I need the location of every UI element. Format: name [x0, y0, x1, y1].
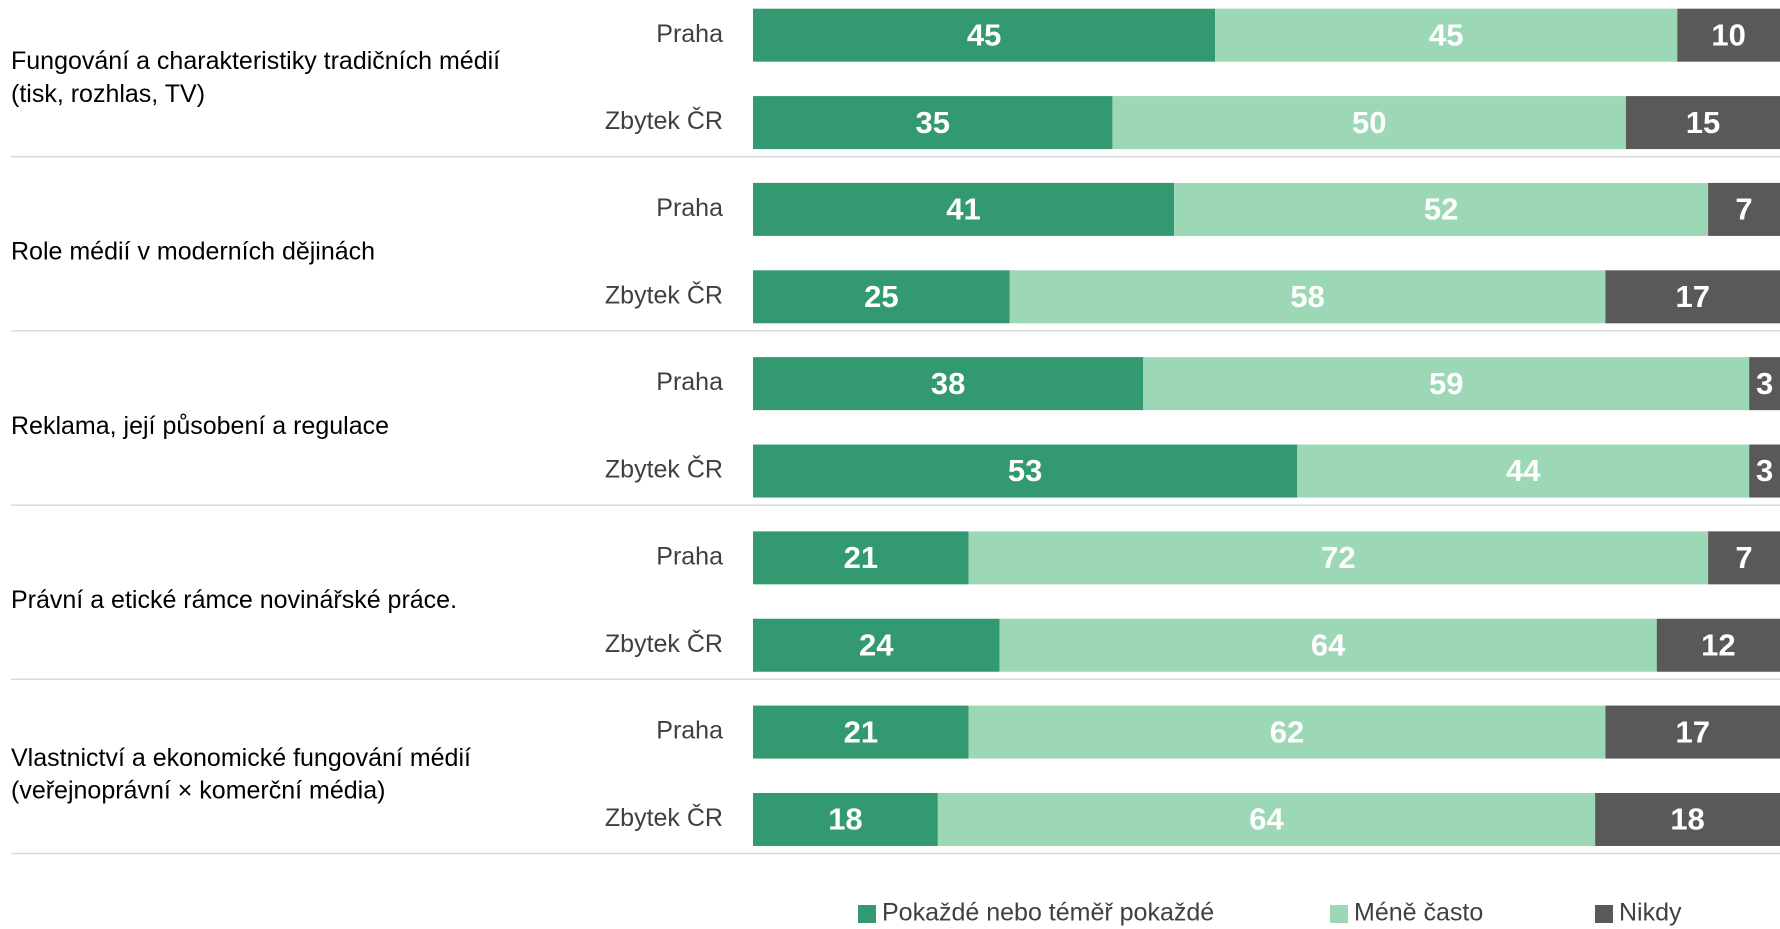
- value-label: 50: [1352, 105, 1386, 140]
- value-label: 21: [844, 714, 878, 749]
- value-label: 24: [859, 627, 894, 662]
- legend-swatch: [858, 905, 876, 923]
- value-label: 7: [1735, 540, 1752, 575]
- bar-segment: [1143, 357, 1750, 411]
- bar-segment: [753, 357, 1144, 411]
- value-label: 18: [828, 802, 862, 837]
- bar-segment: [753, 270, 1010, 324]
- value-label: 15: [1686, 105, 1720, 140]
- bar-segment: [937, 792, 1596, 846]
- group-label: (veřejnoprávní × komerční média): [11, 777, 385, 805]
- bar-segment: [1174, 182, 1709, 236]
- value-label: 53: [1008, 453, 1042, 488]
- group-label: Reklama, její působení a regulace: [11, 412, 389, 440]
- bar-segment: [753, 444, 1298, 498]
- bar-segment: [1605, 270, 1780, 324]
- value-label: 7: [1735, 192, 1752, 227]
- category-label: Praha: [656, 717, 723, 745]
- bar-segment: [1656, 618, 1780, 672]
- category-label: Zbytek ČR: [605, 280, 723, 309]
- value-label: 59: [1429, 366, 1463, 401]
- bar-segment: [1297, 444, 1750, 498]
- bar-segment: [1215, 8, 1678, 62]
- bar-segment: [753, 792, 938, 846]
- bar-segment: [1595, 792, 1780, 846]
- value-label: 10: [1711, 17, 1745, 52]
- category-label: Praha: [656, 20, 723, 48]
- legend-label: Méně často: [1354, 899, 1483, 927]
- value-label: 35: [915, 105, 949, 140]
- bar-segment: [753, 182, 1175, 236]
- legend-swatch: [1595, 905, 1613, 923]
- value-label: 17: [1675, 279, 1709, 314]
- bar-segment: [753, 705, 969, 759]
- category-label: Zbytek ČR: [605, 803, 723, 832]
- bar-segment: [1708, 531, 1780, 585]
- bar-segment: [753, 8, 1216, 62]
- bar-segment: [753, 96, 1113, 150]
- value-label: 21: [844, 540, 878, 575]
- value-label: 64: [1249, 802, 1284, 837]
- value-label: 44: [1506, 453, 1541, 488]
- bar-segment: [1749, 357, 1780, 411]
- value-label: 12: [1701, 627, 1735, 662]
- value-label: 62: [1270, 714, 1304, 749]
- bar-segment: [1625, 96, 1780, 150]
- value-label: 45: [1429, 17, 1463, 52]
- bar-segment: [753, 618, 1000, 672]
- value-label: 25: [864, 279, 898, 314]
- value-label: 45: [967, 17, 1001, 52]
- bar-segment: [999, 618, 1657, 672]
- bar-segment: [1605, 705, 1780, 759]
- value-label: 58: [1290, 279, 1324, 314]
- category-label: Zbytek ČR: [605, 629, 723, 658]
- value-label: 17: [1675, 714, 1709, 749]
- value-label: 41: [946, 192, 980, 227]
- legend-label: Nikdy: [1619, 899, 1682, 927]
- category-label: Zbytek ČR: [605, 106, 723, 135]
- category-label: Praha: [656, 194, 723, 222]
- category-label: Zbytek ČR: [605, 455, 723, 484]
- value-label: 72: [1321, 540, 1355, 575]
- value-label: 52: [1424, 192, 1458, 227]
- group-label: Fungování a charakteristiky tradičních m…: [11, 47, 500, 75]
- bar-segment: [1708, 182, 1780, 236]
- legend-swatch: [1330, 905, 1348, 923]
- bar-segment: [1112, 96, 1626, 150]
- value-label: 18: [1670, 802, 1704, 837]
- group-label: (tisk, rozhlas, TV): [11, 80, 205, 108]
- group-label: Role médií v moderních dějinách: [11, 238, 375, 266]
- category-label: Praha: [656, 368, 723, 396]
- bar-segment: [1749, 444, 1780, 498]
- value-label: 64: [1311, 627, 1346, 662]
- group-label: Vlastnictví a ekonomické fungování médií: [11, 744, 471, 772]
- value-label: 3: [1756, 453, 1773, 488]
- group-label: Právní a etické rámce novinářské práce.: [11, 586, 457, 614]
- value-label: 3: [1756, 366, 1773, 401]
- category-label: Praha: [656, 542, 723, 570]
- bar-segment: [968, 531, 1709, 585]
- value-label: 38: [931, 366, 965, 401]
- bar-segment: [1009, 270, 1606, 324]
- legend-label: Pokaždé nebo téměř pokaždé: [882, 899, 1214, 927]
- bar-segment: [1677, 8, 1780, 62]
- bar-segment: [968, 705, 1606, 759]
- bar-segment: [753, 531, 969, 585]
